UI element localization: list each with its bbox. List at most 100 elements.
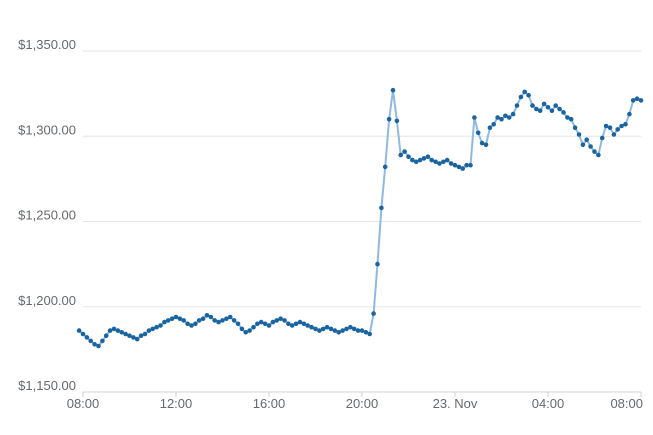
- data-point[interactable]: [103, 333, 109, 339]
- data-point[interactable]: [495, 115, 500, 120]
- data-point[interactable]: [301, 321, 307, 327]
- data-point[interactable]: [189, 323, 194, 328]
- data-point[interactable]: [200, 316, 206, 322]
- data-point[interactable]: [615, 127, 620, 132]
- data-point[interactable]: [638, 98, 644, 103]
- data-point[interactable]: [351, 326, 357, 332]
- data-point[interactable]: [274, 318, 280, 323]
- data-point[interactable]: [425, 154, 431, 159]
- data-point[interactable]: [475, 130, 481, 136]
- data-point[interactable]: [169, 316, 175, 322]
- data-point[interactable]: [193, 321, 198, 327]
- data-point[interactable]: [619, 123, 624, 129]
- data-point[interactable]: [448, 161, 454, 166]
- data-point[interactable]: [220, 318, 225, 323]
- data-point[interactable]: [576, 132, 582, 137]
- data-point[interactable]: [305, 323, 311, 328]
- data-point[interactable]: [328, 326, 334, 332]
- data-point[interactable]: [565, 115, 570, 120]
- data-point[interactable]: [173, 314, 179, 320]
- data-point[interactable]: [181, 318, 186, 323]
- data-point[interactable]: [131, 335, 136, 340]
- data-point[interactable]: [247, 328, 252, 333]
- data-point[interactable]: [134, 336, 140, 342]
- data-point[interactable]: [115, 328, 121, 333]
- data-point[interactable]: [429, 157, 435, 163]
- data-point[interactable]: [607, 125, 613, 130]
- data-point[interactable]: [196, 318, 202, 323]
- data-point[interactable]: [111, 326, 117, 332]
- data-point[interactable]: [557, 106, 562, 112]
- data-point[interactable]: [348, 324, 353, 330]
- data-point[interactable]: [627, 111, 632, 117]
- data-point[interactable]: [243, 330, 248, 335]
- data-point[interactable]: [483, 142, 489, 148]
- data-point[interactable]: [568, 116, 574, 122]
- data-point[interactable]: [313, 326, 318, 332]
- data-point[interactable]: [545, 105, 551, 110]
- data-point[interactable]: [165, 318, 171, 323]
- data-point[interactable]: [503, 113, 508, 119]
- data-point[interactable]: [468, 162, 473, 168]
- data-point[interactable]: [266, 323, 272, 328]
- data-point[interactable]: [309, 324, 314, 330]
- data-point[interactable]: [394, 118, 400, 124]
- data-point[interactable]: [499, 116, 504, 122]
- data-point[interactable]: [208, 314, 214, 320]
- data-point[interactable]: [162, 319, 167, 325]
- data-point[interactable]: [584, 137, 589, 142]
- data-point[interactable]: [212, 318, 217, 323]
- data-point[interactable]: [270, 319, 276, 325]
- data-point[interactable]: [526, 93, 531, 98]
- data-point[interactable]: [185, 321, 190, 327]
- data-point[interactable]: [603, 123, 609, 129]
- data-point[interactable]: [119, 330, 124, 335]
- data-point[interactable]: [402, 149, 407, 154]
- data-point[interactable]: [262, 321, 268, 327]
- data-point[interactable]: [84, 335, 90, 340]
- data-point[interactable]: [255, 321, 260, 327]
- data-point[interactable]: [464, 162, 469, 168]
- data-point[interactable]: [231, 318, 237, 323]
- data-point[interactable]: [588, 144, 593, 149]
- data-point[interactable]: [514, 103, 520, 108]
- data-point[interactable]: [127, 333, 132, 339]
- data-point[interactable]: [177, 316, 183, 322]
- data-point[interactable]: [258, 319, 264, 325]
- data-point[interactable]: [289, 323, 295, 328]
- data-point[interactable]: [107, 328, 113, 333]
- data-point[interactable]: [96, 343, 101, 349]
- data-point[interactable]: [286, 321, 291, 327]
- data-point[interactable]: [472, 115, 477, 120]
- data-point[interactable]: [142, 331, 148, 337]
- data-point[interactable]: [379, 205, 384, 211]
- data-point[interactable]: [235, 321, 241, 327]
- data-point[interactable]: [146, 328, 152, 333]
- data-point[interactable]: [510, 111, 516, 117]
- data-point[interactable]: [406, 154, 411, 159]
- data-point[interactable]: [444, 157, 450, 163]
- data-point[interactable]: [92, 342, 97, 347]
- data-point[interactable]: [363, 330, 369, 335]
- data-point[interactable]: [592, 149, 597, 154]
- data-point[interactable]: [572, 125, 578, 130]
- data-point[interactable]: [375, 261, 380, 267]
- data-point[interactable]: [611, 132, 617, 137]
- data-point[interactable]: [158, 323, 163, 328]
- data-point[interactable]: [297, 319, 303, 325]
- data-point[interactable]: [359, 328, 365, 333]
- data-point[interactable]: [239, 326, 245, 332]
- data-point[interactable]: [216, 319, 221, 325]
- data-point[interactable]: [371, 311, 376, 316]
- data-point[interactable]: [522, 89, 527, 95]
- data-point[interactable]: [549, 108, 555, 113]
- data-point[interactable]: [487, 125, 493, 130]
- data-point[interactable]: [76, 328, 82, 333]
- data-point[interactable]: [553, 103, 558, 108]
- data-point[interactable]: [596, 152, 601, 158]
- data-point[interactable]: [413, 159, 419, 165]
- data-point[interactable]: [224, 316, 229, 322]
- data-point[interactable]: [355, 328, 361, 333]
- data-point[interactable]: [398, 152, 404, 158]
- data-point[interactable]: [251, 324, 256, 330]
